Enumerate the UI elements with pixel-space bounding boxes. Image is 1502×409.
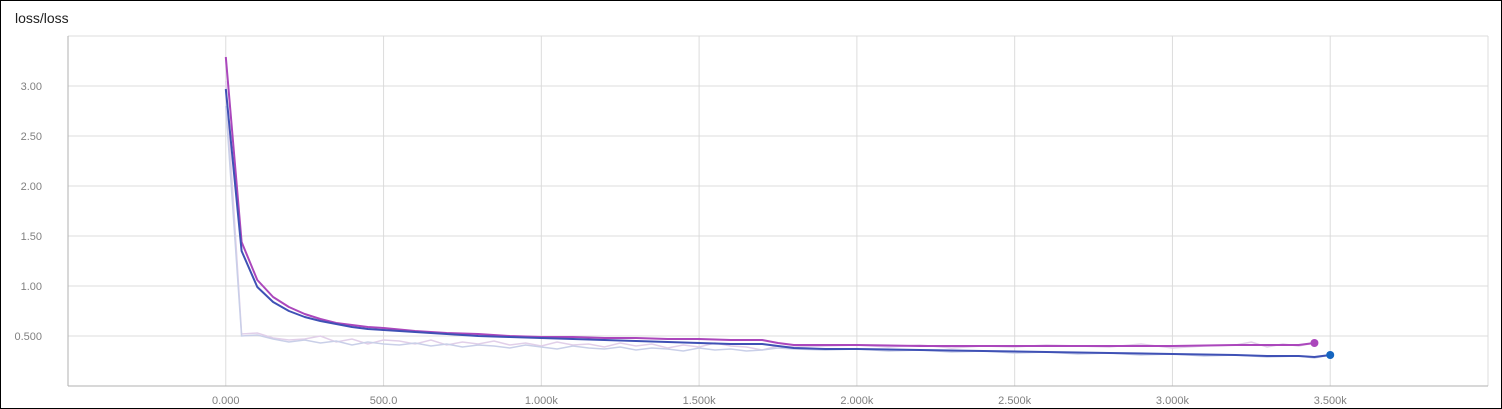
y-tick-label: 1.50 [21, 231, 42, 243]
series-0-smoothed-line [224, 56, 1315, 347]
y-tick-label: 0.500 [14, 331, 42, 343]
y-tick-label: 2.50 [21, 131, 42, 143]
x-tick-label: 0.000 [212, 395, 240, 407]
x-tick-label: 1.500k [683, 395, 717, 407]
series-1-end-point [1326, 351, 1335, 359]
x-tick-label: 2.500k [998, 395, 1032, 407]
y-tick-label: 2.00 [21, 181, 42, 193]
series-1-raw-line [225, 105, 1331, 359]
series-1-smoothed-line [224, 88, 1331, 358]
x-tick-label: 2.000k [840, 395, 874, 407]
y-tick-label: 3.00 [21, 81, 42, 93]
x-tick-label: 3.500k [1314, 395, 1348, 407]
series-0-end-point [1310, 339, 1319, 347]
x-tick-label: 1.000k [525, 395, 559, 407]
series-0-raw-line [225, 80, 1315, 351]
x-tick-label: 500.0 [370, 395, 398, 407]
x-tick-label: 3.000k [1156, 395, 1190, 407]
y-tick-label: 1.00 [21, 281, 42, 293]
chart-title: loss/loss [15, 10, 69, 26]
